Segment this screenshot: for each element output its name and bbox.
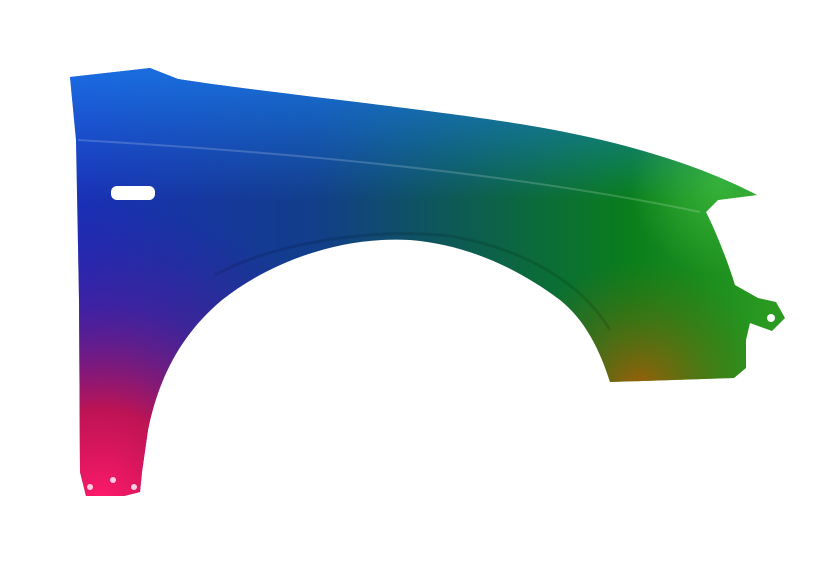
bottom-mount-hole [87,484,93,490]
wheel-arch-lip [214,232,612,331]
bottom-mount-hole [110,477,116,483]
side-marker-hole [111,186,155,200]
bottom-mount-hole [131,484,137,490]
fender-body [70,68,785,496]
fender-crease-line [77,139,701,213]
mount-bracket-hole [767,314,775,322]
